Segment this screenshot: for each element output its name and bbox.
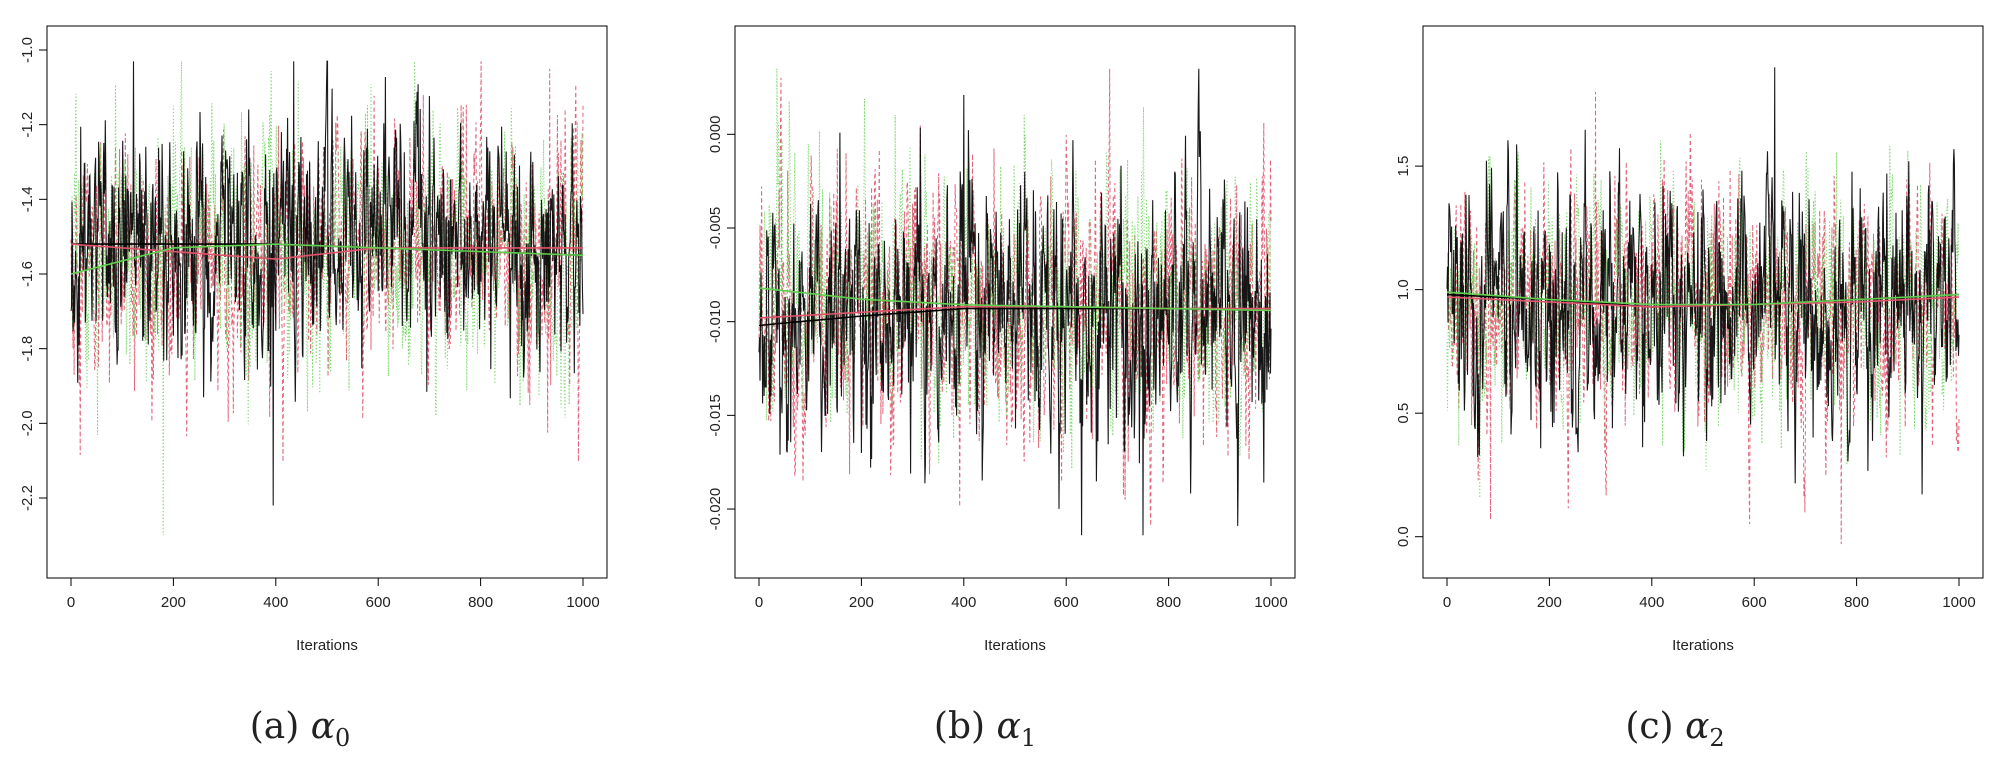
caption-b-label: (b) xyxy=(933,706,986,747)
panel-alpha-1: 0 200 400 600 800 1000 -0.020 -0.015 -0.010 -0.00… xyxy=(707,25,1296,654)
x-tick-label: 800 xyxy=(468,594,493,611)
y-tick-label: -0.005 xyxy=(707,207,724,250)
y-tick-label: -1.2 xyxy=(19,112,36,138)
trace-lines xyxy=(1446,67,1960,545)
y-tick-label: 0.000 xyxy=(707,116,724,154)
x-tick-label: 0 xyxy=(67,594,75,611)
x-tick-label: 200 xyxy=(849,594,874,611)
caption-c-label: (c) xyxy=(1625,706,1674,747)
smooth-chain-2 xyxy=(70,243,583,260)
caption-a-symbol: α xyxy=(310,706,336,747)
panel-alpha-2: 0 200 400 600 800 1000 0.0 0.5 1.0 1.5 Iterations xyxy=(1395,25,1984,654)
smooth-chain-3 xyxy=(1446,291,1960,306)
smooth-chain-2 xyxy=(1446,296,1960,308)
y-tick-label: -2.0 xyxy=(19,410,36,436)
caption-a: (a) α0 xyxy=(250,706,351,752)
y-tick-label: -0.020 xyxy=(707,488,724,531)
x-tick-label: 200 xyxy=(1537,594,1562,611)
y-axis: -0.020 -0.015 -0.010 -0.005 0.000 xyxy=(707,116,735,531)
x-tick-label: 1000 xyxy=(1254,594,1287,611)
x-tick-label: 0 xyxy=(755,594,763,611)
y-axis: -2.2 -2.0 -1.8 -1.6 -1.4 -1.2 -1.0 xyxy=(19,37,47,511)
x-axis: 0 200 400 600 800 1000 xyxy=(67,578,600,611)
x-axis-title: Iterations xyxy=(296,637,358,654)
plot-frame xyxy=(734,25,1296,579)
y-tick-label: 0.0 xyxy=(1395,526,1412,547)
x-tick-label: 800 xyxy=(1844,594,1869,611)
smooth-chain-3 xyxy=(70,243,584,275)
x-axis-title: Iterations xyxy=(984,637,1046,654)
x-axis: 0 200 400 600 800 1000 xyxy=(1443,578,1976,611)
y-tick-label: -1.6 xyxy=(19,261,36,287)
plot-frame xyxy=(1422,25,1984,579)
panel-alpha-0: 0 200 400 600 800 1000 -2.2 -2.0 -1.8 -1.6 -1.4 -1.… xyxy=(19,25,608,654)
y-tick-label: -0.010 xyxy=(707,300,724,343)
x-tick-label: 1000 xyxy=(1942,594,1975,611)
y-tick-label: 0.5 xyxy=(1395,403,1412,424)
x-tick-label: 1000 xyxy=(566,594,599,611)
x-tick-label: 600 xyxy=(1054,594,1079,611)
trace-lines xyxy=(70,60,584,536)
x-tick-label: 600 xyxy=(1742,594,1767,611)
caption-c-subscript: 2 xyxy=(1709,724,1725,753)
caption-b-symbol: α xyxy=(996,706,1021,747)
caption-c: (c) α2 xyxy=(1625,706,1724,752)
caption-c-symbol: α xyxy=(1685,706,1710,747)
caption-b: (b) α1 xyxy=(934,706,1036,752)
x-tick-label: 400 xyxy=(1639,594,1664,611)
y-tick-label: 1.0 xyxy=(1395,279,1412,300)
x-tick-label: 400 xyxy=(951,594,976,611)
y-axis: 0.0 0.5 1.0 1.5 xyxy=(1395,156,1423,547)
x-tick-label: 400 xyxy=(263,594,288,611)
y-tick-label: -0.015 xyxy=(707,394,724,437)
caption-a-label: (a) xyxy=(249,706,300,747)
y-tick-label: -2.2 xyxy=(19,485,36,511)
y-tick-label: 1.5 xyxy=(1395,156,1412,177)
trace-chain-1 xyxy=(70,60,584,506)
plot-frame xyxy=(46,25,608,579)
caption-b-subscript: 1 xyxy=(1020,724,1037,753)
y-tick-label: -1.4 xyxy=(19,186,36,212)
y-tick-label: -1.0 xyxy=(19,37,36,63)
x-tick-label: 0 xyxy=(1443,594,1451,611)
x-tick-label: 800 xyxy=(1156,594,1181,611)
smooth-chain-3 xyxy=(758,287,1272,312)
y-tick-label: -1.8 xyxy=(19,336,36,362)
trace-chain-1 xyxy=(758,68,1272,536)
trace-lines xyxy=(758,68,1272,536)
x-axis: 0 200 400 600 800 1000 xyxy=(755,578,1288,611)
trace-chain-1 xyxy=(1446,67,1960,495)
x-tick-label: 200 xyxy=(161,594,186,611)
caption-a-subscript: 0 xyxy=(335,724,351,753)
x-axis-title: Iterations xyxy=(1672,637,1734,654)
x-tick-label: 600 xyxy=(366,594,391,611)
